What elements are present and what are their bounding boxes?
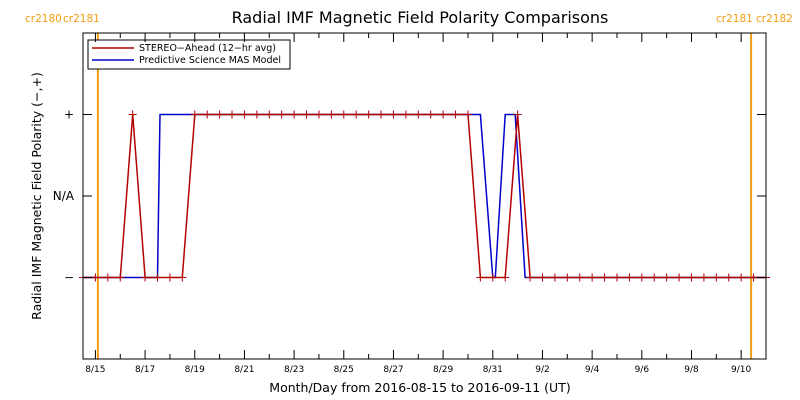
stereo-data-point (401, 110, 410, 119)
stereo-data-point (476, 273, 485, 282)
y-tick-label: + (64, 108, 74, 122)
x-axis-label: Month/Day from 2016-08-15 to 2016-09-11 … (269, 380, 570, 395)
x-tick-label: 9/2 (535, 365, 549, 375)
stereo-data-point (414, 110, 423, 119)
stereo-data-point (563, 273, 572, 282)
stereo-data-point (91, 273, 100, 282)
stereo-data-point (252, 110, 261, 119)
stereo-data-point (712, 273, 721, 282)
stereo-data-point (501, 273, 510, 282)
x-tick-label: 8/15 (85, 365, 105, 375)
legend: STEREO−Ahead (12−hr avg) Predictive Scie… (87, 39, 291, 70)
stereo-data-point (165, 273, 174, 282)
stereo-data-point (463, 110, 472, 119)
stereo-data-point (128, 110, 137, 119)
stereo-data-point (352, 110, 361, 119)
x-tick-label: 8/17 (135, 365, 155, 375)
stereo-data-point (290, 110, 299, 119)
x-tick-label: 8/29 (433, 365, 453, 375)
y-axis-ticks: + N/A − (53, 108, 766, 285)
series-line-stereo (83, 113, 766, 279)
stereo-data-point (203, 110, 212, 119)
stereo-data-point (439, 110, 448, 119)
x-tick-label: 9/10 (731, 365, 751, 375)
stereo-data-point (364, 110, 373, 119)
stereo-data-point (451, 110, 460, 119)
stereo-data-point (724, 273, 733, 282)
stereo-data-point (749, 273, 758, 282)
legend-label-model: Predictive Science MAS Model (139, 55, 281, 66)
stereo-data-point (265, 110, 274, 119)
chart-title: Radial IMF Magnetic Field Polarity Compa… (232, 8, 609, 27)
carrington-label-left-1: cr2180 (25, 13, 62, 25)
stereo-data-point (141, 273, 150, 282)
carrington-label-left-2: cr2181 (63, 13, 100, 25)
stereo-data-point (650, 273, 659, 282)
stereo-data-point (538, 273, 547, 282)
x-tick-label: 8/27 (383, 365, 403, 375)
x-tick-label: 8/19 (185, 365, 205, 375)
stereo-data-point (228, 110, 237, 119)
series-line-model (83, 113, 766, 279)
stereo-data-point (737, 273, 746, 282)
stereo-data-point (687, 273, 696, 282)
stereo-data-point (277, 110, 286, 119)
x-tick-label: 8/21 (234, 365, 254, 375)
stereo-data-point (600, 273, 609, 282)
stereo-data-point (190, 110, 199, 119)
x-tick-label: 8/23 (284, 365, 304, 375)
stereo-data-point (550, 273, 559, 282)
x-tick-label: 9/8 (684, 365, 699, 375)
carrington-label-right-1: cr2181 (716, 13, 753, 25)
legend-label-stereo: STEREO−Ahead (12−hr avg) (139, 43, 276, 54)
stereo-data-point (178, 273, 187, 282)
stereo-data-point (625, 273, 634, 282)
carrington-label-right-2: cr2182 (756, 13, 793, 25)
x-tick-label: 8/25 (334, 365, 354, 375)
stereo-data-point (513, 110, 522, 119)
stereo-data-point (377, 110, 386, 119)
stereo-data-point (612, 273, 621, 282)
stereo-data-point (426, 110, 435, 119)
stereo-data-point (488, 273, 497, 282)
stereo-data-point (699, 273, 708, 282)
stereo-data-point (588, 273, 597, 282)
stereo-data-point (153, 273, 162, 282)
stereo-data-point (215, 110, 224, 119)
stereo-data-point (389, 110, 398, 119)
stereo-data-point (675, 273, 684, 282)
y-tick-label: − (64, 271, 74, 285)
stereo-data-point (302, 110, 311, 119)
stereo-data-point (637, 273, 646, 282)
stereo-data-point (339, 110, 348, 119)
stereo-data-point (116, 273, 125, 282)
stereo-data-point (662, 273, 671, 282)
plot-area (79, 33, 770, 359)
stereo-data-point (314, 110, 323, 119)
plot-frame (82, 32, 767, 360)
x-tick-label: 9/6 (635, 365, 650, 375)
x-axis-ticks: 8/15 8/17 8/19 8/21 8/23 8/25 8/27 8/29 8/31 9/2 9… (85, 33, 767, 375)
legend-box (87, 39, 291, 70)
stereo-data-point (240, 110, 249, 119)
stereo-data-point (327, 110, 336, 119)
x-tick-label: 9/4 (585, 365, 600, 375)
stereo-data-point (103, 273, 112, 282)
x-tick-label: 8/31 (483, 365, 503, 375)
y-tick-label: N/A (53, 189, 75, 203)
y-axis-label: Radial IMF Magnetic Field Polarity (−,+) (29, 72, 44, 320)
stereo-data-point (575, 273, 584, 282)
stereo-data-point (526, 273, 535, 282)
